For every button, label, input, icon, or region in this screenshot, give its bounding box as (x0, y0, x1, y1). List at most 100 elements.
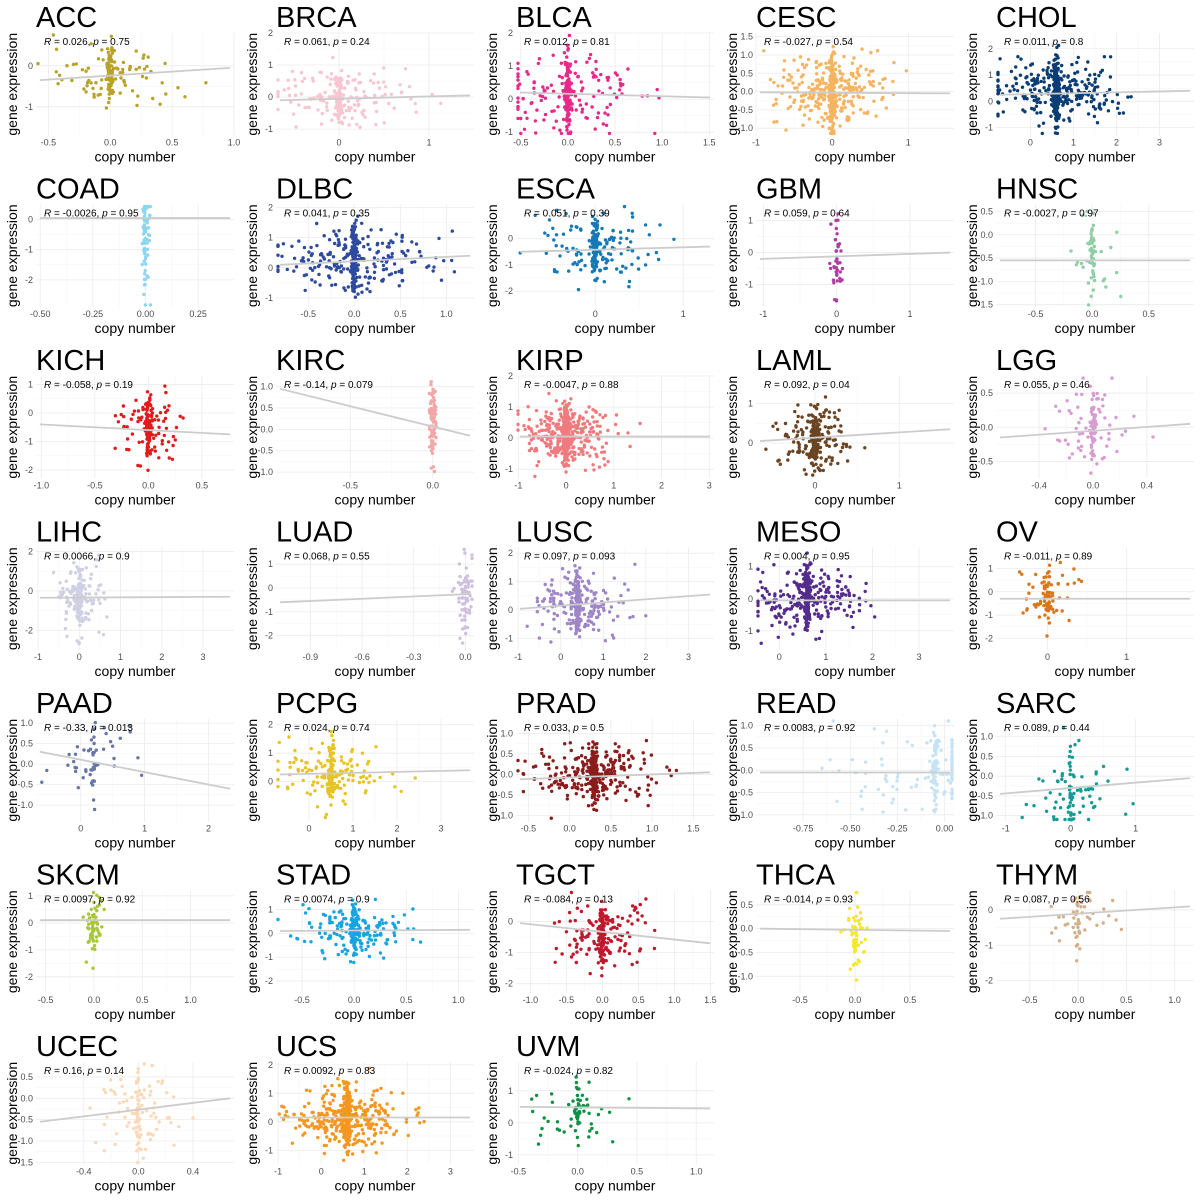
data-point (588, 430, 592, 434)
data-point (539, 418, 543, 422)
data-point (564, 73, 568, 78)
data-point (125, 425, 129, 429)
data-point (316, 264, 321, 269)
data-point (1054, 404, 1058, 408)
data-point (592, 234, 596, 238)
data-point (1102, 102, 1106, 107)
data-point (355, 122, 359, 127)
data-point (128, 66, 132, 70)
data-point (1063, 438, 1068, 442)
data-point (591, 229, 596, 233)
data-point (598, 424, 602, 428)
data-point (832, 77, 836, 81)
data-point (101, 747, 106, 751)
data-point (148, 213, 152, 217)
data-point (121, 70, 125, 75)
data-point (628, 444, 632, 449)
data-point (606, 75, 611, 80)
data-point (857, 85, 862, 89)
data-point (813, 457, 818, 461)
y-tick-label: 0 (268, 263, 273, 273)
data-point (833, 237, 838, 242)
data-point (545, 437, 549, 442)
data-point (351, 289, 355, 293)
data-point (442, 259, 446, 263)
data-point (333, 241, 337, 246)
data-point (550, 578, 554, 582)
data-point (463, 551, 467, 555)
y-tick-label: 2 (508, 28, 513, 38)
data-point (605, 240, 609, 244)
data-point (633, 562, 637, 566)
data-point (88, 598, 93, 602)
data-point (593, 217, 597, 222)
data-point (293, 93, 298, 97)
y-tick-label: 2 (508, 371, 513, 381)
data-point (143, 236, 148, 241)
data-point (574, 624, 578, 629)
data-point (97, 584, 101, 588)
data-point (89, 608, 94, 613)
data-point (832, 80, 836, 85)
data-point (354, 218, 358, 222)
data-point (830, 128, 834, 133)
data-point (568, 64, 572, 68)
y-tick-label: 0 (748, 248, 753, 258)
data-point (527, 417, 532, 422)
data-point (143, 241, 148, 245)
data-point (97, 630, 101, 634)
data-point (1025, 608, 1029, 612)
data-point (565, 403, 569, 407)
data-point (381, 268, 386, 272)
data-point (1040, 131, 1045, 136)
data-point (525, 624, 529, 628)
data-point (1004, 84, 1009, 88)
data-point (1053, 112, 1057, 116)
data-point (597, 612, 602, 616)
regression-line (39, 595, 231, 599)
data-point (583, 263, 587, 268)
data-point (574, 632, 578, 636)
data-point (358, 275, 362, 279)
data-point (624, 266, 628, 270)
data-point (376, 80, 380, 85)
data-point (72, 607, 77, 611)
data-point (592, 420, 596, 424)
data-point (286, 78, 290, 82)
data-point (318, 94, 323, 98)
data-point (559, 593, 563, 597)
data-point (572, 420, 576, 424)
data-point (566, 114, 570, 118)
data-point (89, 577, 93, 581)
x-tick-label: -1.0 (34, 481, 50, 491)
data-point (363, 115, 367, 120)
x-tick-label: -0.50 (30, 309, 51, 319)
data-point (891, 79, 895, 84)
data-point (146, 434, 150, 438)
data-point (551, 53, 555, 57)
data-point (552, 126, 556, 130)
data-point (825, 609, 829, 613)
data-point (529, 447, 534, 451)
regression-line (519, 245, 711, 253)
data-point (567, 570, 571, 574)
data-point (1032, 82, 1037, 86)
data-point (578, 628, 582, 633)
data-point (1093, 430, 1098, 435)
data-point (587, 615, 591, 619)
data-point (1050, 103, 1055, 108)
data-point (826, 426, 831, 430)
data-point (776, 459, 780, 463)
data-point (407, 85, 412, 89)
x-tick-label: 3 (686, 652, 691, 662)
x-axis-title: copy number (1055, 492, 1136, 508)
data-point (759, 641, 763, 645)
data-point (599, 252, 603, 256)
data-point (150, 407, 155, 411)
data-point (806, 104, 810, 108)
data-point (590, 264, 595, 268)
data-point (598, 430, 602, 434)
data-point (110, 88, 114, 93)
